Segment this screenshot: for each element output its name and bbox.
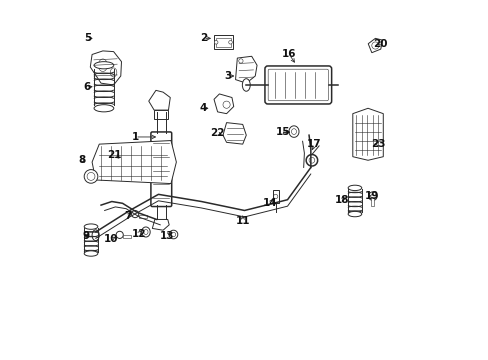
Polygon shape [92,140,176,184]
Text: 2: 2 [199,33,206,43]
Text: 13: 13 [160,231,174,240]
Text: 7: 7 [124,211,131,221]
Bar [123,235,131,238]
Polygon shape [235,56,257,83]
Circle shape [214,41,218,44]
Text: 18: 18 [334,195,348,205]
Text: 23: 23 [370,139,385,149]
Ellipse shape [94,62,114,69]
Text: 16: 16 [282,49,296,59]
Bar [216,38,230,47]
FancyBboxPatch shape [264,66,331,104]
Bar [371,197,373,206]
Polygon shape [223,123,246,144]
Text: 21: 21 [107,150,122,160]
Ellipse shape [84,224,98,229]
Ellipse shape [84,251,98,256]
Polygon shape [90,51,121,85]
Text: 15: 15 [275,127,290,136]
Polygon shape [148,90,170,110]
Text: 10: 10 [103,234,118,244]
Polygon shape [152,220,169,230]
Text: 11: 11 [235,216,249,226]
Ellipse shape [347,185,361,190]
Ellipse shape [347,211,361,217]
FancyBboxPatch shape [151,132,171,207]
Text: 12: 12 [131,229,145,239]
Circle shape [116,231,123,238]
Polygon shape [214,94,233,114]
Circle shape [131,211,139,218]
Text: 5: 5 [83,33,91,43]
Bar [152,166,170,175]
Text: 19: 19 [364,191,378,201]
Text: 6: 6 [83,82,91,92]
Circle shape [228,41,232,44]
Polygon shape [367,39,382,53]
Polygon shape [352,108,383,160]
Text: 22: 22 [210,129,224,138]
Text: 9: 9 [82,231,89,240]
Ellipse shape [94,105,114,112]
Bar [154,110,168,119]
Bar [272,190,278,203]
Bar [139,215,146,218]
Text: 1: 1 [131,132,139,142]
Text: 17: 17 [306,139,321,149]
Bar [214,36,232,49]
Text: 20: 20 [372,39,386,49]
Text: 3: 3 [224,71,231,81]
Text: 8: 8 [79,155,86,165]
Text: 14: 14 [263,198,277,208]
Ellipse shape [242,79,250,91]
Ellipse shape [84,170,98,183]
Ellipse shape [92,230,99,240]
Text: 4: 4 [199,103,206,113]
Circle shape [368,192,376,201]
